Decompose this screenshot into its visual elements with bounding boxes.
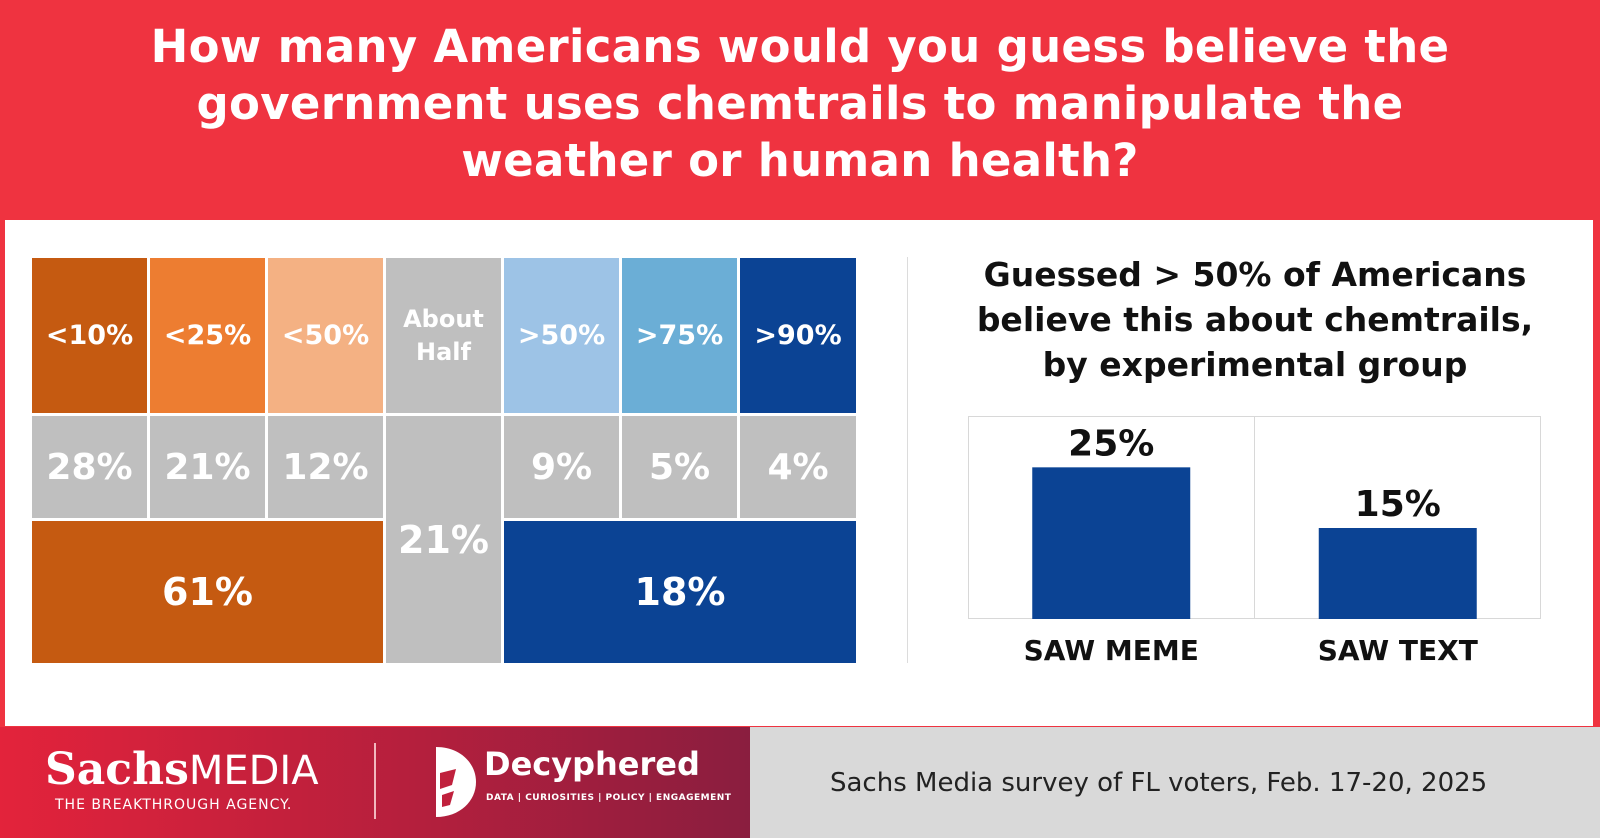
bar-category-label: SAW TEXT xyxy=(1318,634,1478,667)
bar-title-line-2: believe this about chemtrails, xyxy=(976,300,1534,339)
bar-saw-text xyxy=(1318,528,1477,619)
bar-title-line-1: Guessed > 50% of Americans xyxy=(983,255,1527,294)
value-cell-about-half: 21% xyxy=(386,416,501,663)
header-cell-gt90: >90% xyxy=(740,258,856,413)
sachs-media-logo: SachsMEDIA xyxy=(45,745,319,796)
logo-separator xyxy=(374,743,376,819)
decyphered-name: Decyphered xyxy=(484,745,700,783)
bar-title-line-3: by experimental group xyxy=(1042,345,1468,384)
title-line-1: How many Americans would you guess belie… xyxy=(150,20,1450,73)
bar-value-label: 25% xyxy=(1068,423,1154,464)
footer-source-band xyxy=(750,727,1600,838)
bar-chart: 25% SAW MEME 15% SAW TEXT xyxy=(1024,423,1478,667)
bar-category-label: SAW MEME xyxy=(1024,634,1199,667)
chart-title: How many Americans would you guess belie… xyxy=(0,18,1600,189)
logo-sachs-text: Sachs xyxy=(45,744,189,795)
bar-chart-title: Guessed > 50% of Americans believe this … xyxy=(935,252,1575,387)
title-line-3: weather or human health? xyxy=(461,134,1139,187)
value-cell-gt90: 4% xyxy=(740,416,856,518)
bar-saw-meme xyxy=(1032,467,1191,619)
header-cell-lt25: <25% xyxy=(150,258,265,413)
header-cell-gt50: >50% xyxy=(504,258,619,413)
decyphered-tagline: DATA | CURIOSITIES | POLICY | ENGAGEMENT xyxy=(486,793,732,803)
decyphered-logo-icon xyxy=(436,747,476,817)
sachs-tagline: THE BREAKTHROUGH AGENCY. xyxy=(55,797,293,813)
header-cell-about-half: About Half xyxy=(386,258,501,413)
header-cell-gt75: >75% xyxy=(622,258,737,413)
value-cell-lt10: 28% xyxy=(32,416,147,518)
bar-value-label: 15% xyxy=(1355,484,1441,525)
bar-chart-separator xyxy=(1254,416,1255,619)
header-cell-lt10: <10% xyxy=(32,258,147,413)
title-line-2: government uses chemtrails to manipulate… xyxy=(196,77,1404,130)
header-cell-lt50: <50% xyxy=(268,258,383,413)
value-cell-lt25: 21% xyxy=(150,416,265,518)
source-note: Sachs Media survey of FL voters, Feb. 17… xyxy=(830,768,1488,798)
group-total-under-half: 61% xyxy=(32,521,383,663)
logo-media-text: MEDIA xyxy=(188,748,319,794)
value-cell-gt75: 5% xyxy=(622,416,737,518)
panel-divider xyxy=(907,257,908,663)
value-cell-lt50: 12% xyxy=(268,416,383,518)
group-total-over-half: 18% xyxy=(504,521,856,663)
value-cell-gt50: 9% xyxy=(504,416,619,518)
